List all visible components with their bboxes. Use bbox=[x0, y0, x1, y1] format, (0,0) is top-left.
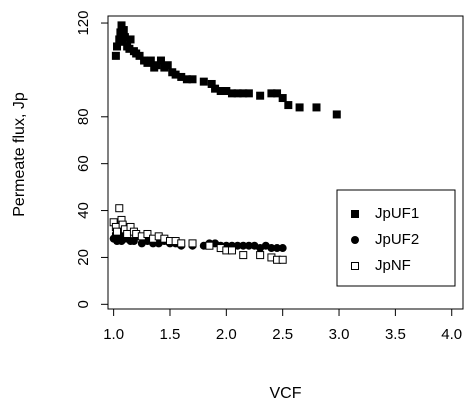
x-tick-label: 3.5 bbox=[385, 326, 406, 343]
data-point bbox=[163, 61, 172, 70]
data-point bbox=[111, 51, 120, 60]
data-point bbox=[267, 244, 276, 253]
y-axis-title: Permeate flux, Jp bbox=[11, 92, 28, 217]
x-tick-label: 2.0 bbox=[216, 326, 237, 343]
series-JpUF1 bbox=[111, 21, 341, 119]
data-point bbox=[256, 251, 265, 260]
plot-area bbox=[107, 15, 464, 310]
data-point bbox=[126, 35, 135, 44]
data-point bbox=[278, 255, 287, 264]
x-axis: 1.0 1.5 2.0 2.5 3.0 3.5 4.0 bbox=[103, 309, 462, 343]
x-tick-label: 2.5 bbox=[272, 326, 293, 343]
data-point bbox=[120, 33, 129, 42]
data-point bbox=[171, 70, 180, 79]
legend-label: JpNF bbox=[375, 257, 411, 274]
data-point bbox=[244, 241, 253, 250]
data-point bbox=[117, 21, 126, 30]
legend-marker bbox=[351, 262, 359, 270]
data-point bbox=[278, 244, 287, 253]
data-point bbox=[278, 94, 287, 103]
data-point bbox=[239, 251, 248, 260]
x-axis-title: VCF bbox=[270, 385, 302, 402]
data-point bbox=[239, 241, 248, 250]
data-point bbox=[182, 75, 191, 84]
data-point bbox=[273, 89, 282, 98]
series-JpNF bbox=[109, 204, 287, 264]
data-point bbox=[119, 26, 128, 35]
data-point bbox=[295, 103, 304, 112]
y-tick-label: 80 bbox=[75, 108, 92, 125]
data-point bbox=[118, 37, 127, 46]
data-point bbox=[244, 89, 253, 98]
y-tick-label: 120 bbox=[75, 11, 92, 36]
data-point bbox=[211, 84, 220, 93]
data-point bbox=[227, 89, 236, 98]
x-tick-label: 4.0 bbox=[441, 326, 462, 343]
data-point bbox=[143, 229, 152, 238]
data-point bbox=[239, 89, 248, 98]
data-point bbox=[312, 103, 321, 112]
plot-frame bbox=[107, 15, 464, 310]
x-tick-label: 1.5 bbox=[160, 326, 181, 343]
data-point bbox=[152, 61, 161, 70]
x-tick-label: 1.0 bbox=[103, 326, 124, 343]
data-point bbox=[267, 89, 276, 98]
data-point bbox=[207, 79, 216, 88]
legend-marker bbox=[351, 210, 359, 218]
data-point bbox=[177, 239, 186, 248]
data-point bbox=[113, 42, 122, 51]
data-point bbox=[115, 204, 124, 213]
legend-marker bbox=[351, 236, 359, 244]
legend-label: JpUF2 bbox=[375, 231, 419, 248]
data-point bbox=[273, 244, 282, 253]
data-point bbox=[188, 75, 197, 84]
legend-label: JpUF1 bbox=[375, 205, 419, 222]
data-points bbox=[109, 21, 341, 264]
data-point bbox=[125, 44, 134, 53]
data-point bbox=[135, 51, 144, 60]
data-point bbox=[123, 229, 132, 238]
y-axis: 0 20 40 60 80 120 bbox=[75, 11, 108, 308]
data-point bbox=[113, 227, 122, 236]
data-point bbox=[256, 91, 265, 100]
data-point bbox=[205, 241, 214, 250]
data-point bbox=[146, 56, 155, 65]
data-point bbox=[156, 56, 165, 65]
x-tick-label: 3.0 bbox=[329, 326, 350, 343]
y-tick-label: 20 bbox=[75, 249, 92, 266]
data-point bbox=[227, 246, 236, 255]
y-tick-label: 40 bbox=[75, 202, 92, 219]
data-point bbox=[284, 101, 293, 110]
legend: JpUF1 JpUF2 JpNF bbox=[336, 189, 456, 287]
data-point bbox=[216, 87, 225, 96]
y-tick-label: 0 bbox=[75, 300, 92, 308]
data-point bbox=[332, 110, 341, 119]
data-point bbox=[188, 239, 197, 248]
data-point bbox=[233, 89, 242, 98]
data-point bbox=[199, 77, 208, 86]
data-point bbox=[177, 72, 186, 81]
data-point bbox=[222, 87, 231, 96]
y-tick-label: 60 bbox=[75, 155, 92, 172]
